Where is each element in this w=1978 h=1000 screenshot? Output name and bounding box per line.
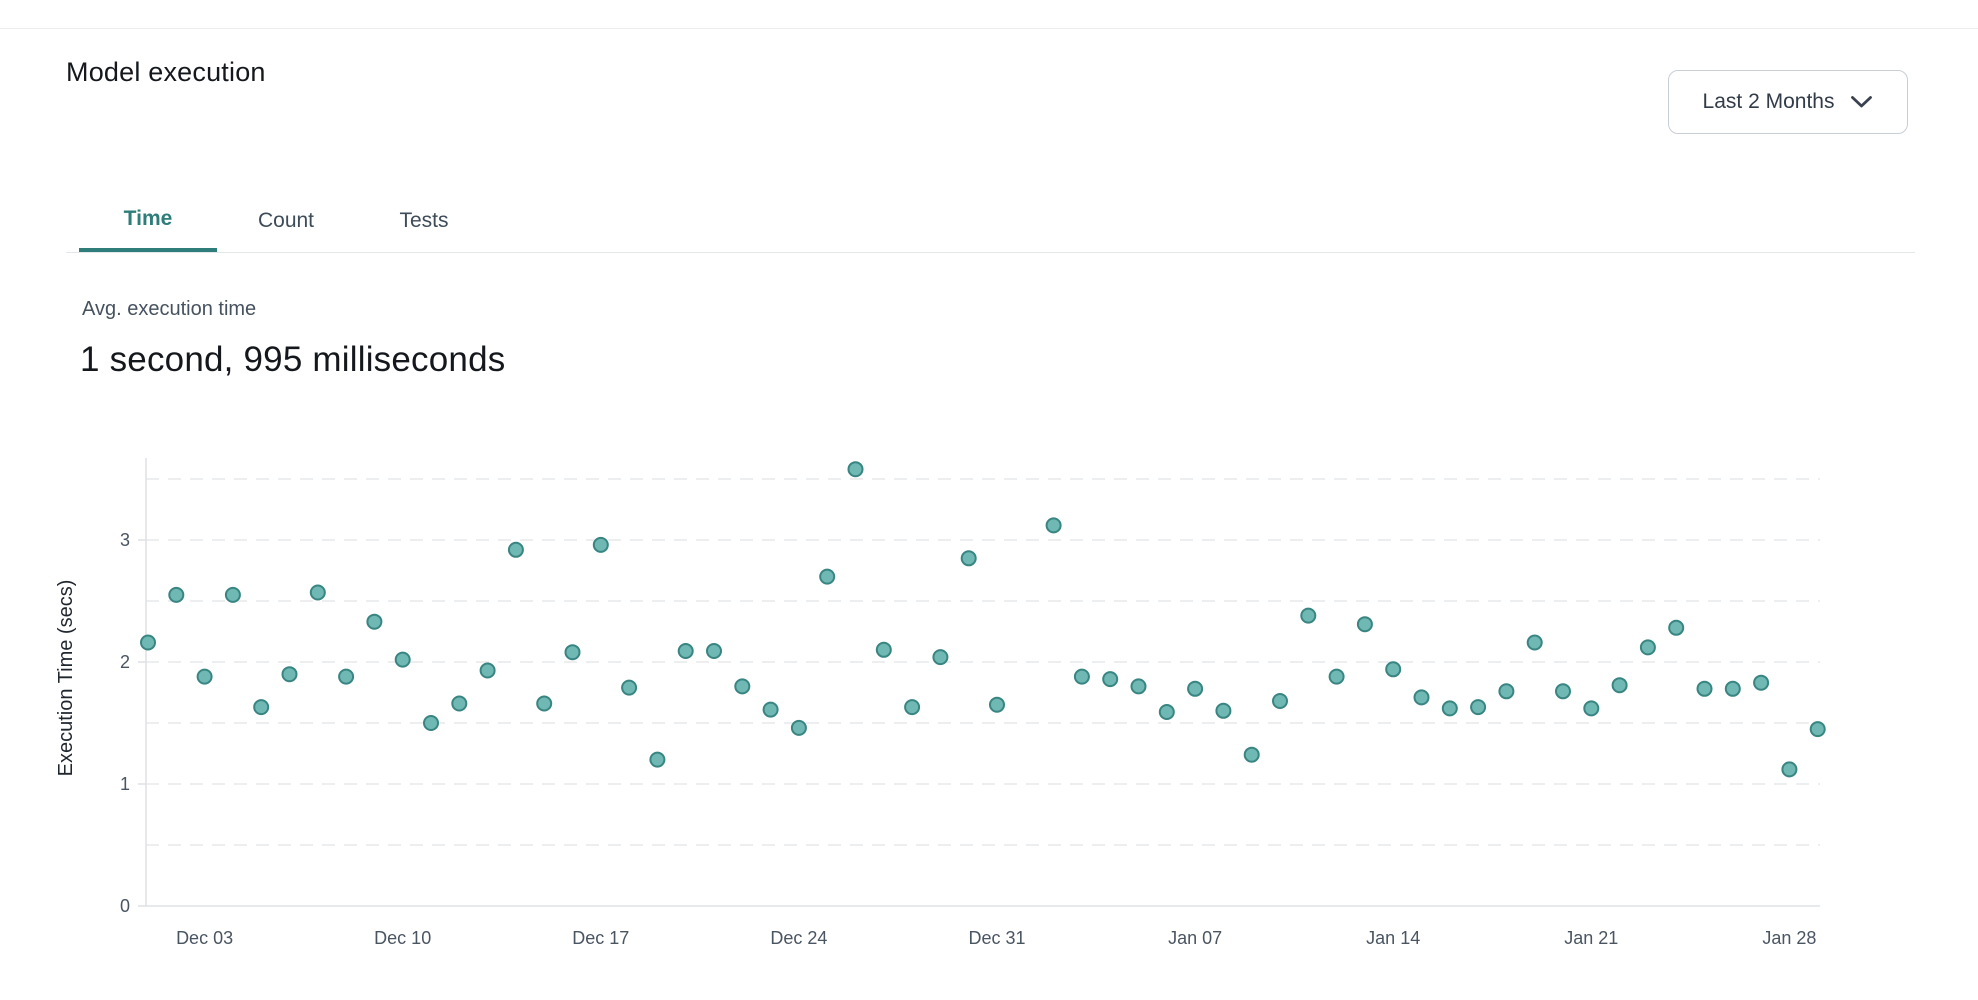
- scatter-point[interactable]: [1555, 683, 1571, 700]
- scatter-point[interactable]: [507, 541, 524, 558]
- scatter-point[interactable]: [1300, 607, 1317, 624]
- scatter-point[interactable]: [592, 536, 609, 553]
- scatter-point[interactable]: [366, 613, 383, 630]
- scatter-point[interactable]: [1441, 700, 1458, 717]
- x-tick-label: Jan 28: [1762, 928, 1816, 948]
- y-tick-label: 2: [120, 652, 130, 672]
- scatter-point[interactable]: [790, 719, 807, 736]
- x-tick-label: Dec 03: [176, 928, 233, 948]
- scatter-point[interactable]: [819, 568, 836, 585]
- scatter-point[interactable]: [168, 586, 185, 603]
- scatter-point[interactable]: [677, 643, 694, 659]
- scatter-point[interactable]: [989, 696, 1005, 713]
- y-axis-title: Execution Time (secs): [55, 580, 77, 777]
- scatter-point[interactable]: [621, 679, 638, 696]
- x-tick-label: Dec 31: [968, 928, 1025, 948]
- scatter-point[interactable]: [1696, 680, 1713, 697]
- scatter-point[interactable]: [338, 668, 355, 685]
- execution-time-scatter-chart: 0 1 2 3 Dec 03 Dec 10 Dec 17 Dec 24 Dec 31 Jan 07…: [0, 430, 1978, 975]
- tabs-bar: Time Count Tests: [66, 190, 1915, 253]
- scatter-point[interactable]: [1470, 699, 1487, 716]
- x-tick-label: Jan 07: [1168, 928, 1222, 948]
- scatter-point[interactable]: [196, 668, 213, 685]
- scatter-point[interactable]: [1272, 693, 1288, 709]
- scatter-point[interactable]: [847, 461, 864, 478]
- scatter-point[interactable]: [1809, 721, 1826, 738]
- scatter-plot-svg: 0 1 2 3 Dec 03 Dec 10 Dec 17 Dec 24 Dec 31 Jan 07…: [55, 458, 1826, 948]
- date-range-dropdown[interactable]: Last 2 Months: [1668, 70, 1908, 134]
- tab-time[interactable]: Time: [79, 190, 217, 252]
- scatter-point[interactable]: [1413, 689, 1430, 706]
- scatter-point[interactable]: [564, 644, 581, 661]
- scatter-point[interactable]: [1781, 761, 1798, 778]
- scatter-point[interactable]: [309, 584, 326, 601]
- top-divider: [0, 28, 1978, 29]
- scatter-point[interactable]: [253, 699, 270, 716]
- scatter-point[interactable]: [904, 699, 921, 716]
- scatter-point[interactable]: [1498, 683, 1515, 700]
- scatter-point[interactable]: [1243, 746, 1260, 763]
- tab-tests[interactable]: Tests: [399, 209, 449, 232]
- scatter-point[interactable]: [394, 651, 411, 668]
- scatter-point[interactable]: [1102, 671, 1119, 688]
- scatter-point[interactable]: [1045, 517, 1062, 534]
- scatter-point[interactable]: [423, 715, 439, 731]
- page-title: Model execution: [66, 57, 266, 87]
- avg-execution-time-label: Avg. execution time: [82, 298, 257, 320]
- scatter-point[interactable]: [536, 695, 553, 712]
- scatter-point[interactable]: [875, 641, 892, 658]
- scatter-point[interactable]: [1158, 704, 1175, 720]
- scatter-point[interactable]: [1130, 678, 1147, 695]
- scatter-point[interactable]: [960, 550, 977, 567]
- scatter-point[interactable]: [1724, 680, 1741, 697]
- scatter-point[interactable]: [140, 634, 156, 651]
- scatter-point[interactable]: [1583, 700, 1600, 717]
- scatter-point[interactable]: [1073, 668, 1090, 685]
- scatter-point[interactable]: [1753, 674, 1770, 691]
- scatter-point[interactable]: [1639, 639, 1656, 656]
- scatter-point[interactable]: [734, 678, 751, 695]
- y-tick-label: 3: [120, 530, 130, 550]
- scatter-point[interactable]: [224, 586, 241, 603]
- scatter-point[interactable]: [932, 649, 949, 666]
- tab-count[interactable]: Count: [257, 209, 315, 232]
- scatter-point[interactable]: [1526, 634, 1543, 651]
- scatter-point[interactable]: [1668, 619, 1685, 636]
- x-tick-label: Jan 14: [1366, 928, 1420, 948]
- scatter-point[interactable]: [1215, 702, 1232, 719]
- y-tick-label: 0: [120, 896, 130, 916]
- scatter-point[interactable]: [762, 701, 779, 718]
- y-tick-label: 1: [120, 774, 130, 794]
- x-tick-label: Dec 24: [770, 928, 827, 948]
- x-tick-label: Jan 21: [1564, 928, 1618, 948]
- scatter-point[interactable]: [1356, 616, 1373, 633]
- scatter-point[interactable]: [1385, 661, 1402, 678]
- scatter-point[interactable]: [1187, 680, 1204, 697]
- chevron-down-icon: [1850, 95, 1873, 109]
- scatter-point[interactable]: [649, 751, 666, 768]
- scatter-point[interactable]: [479, 662, 496, 679]
- x-tick-label: Dec 10: [374, 928, 431, 948]
- scatter-point[interactable]: [281, 666, 298, 683]
- x-tick-label: Dec 17: [572, 928, 629, 948]
- scatter-point[interactable]: [451, 695, 468, 712]
- avg-execution-time-value: 1 second, 995 milliseconds: [80, 340, 506, 379]
- date-range-label: Last 2 Months: [1702, 90, 1835, 113]
- scatter-point[interactable]: [1328, 668, 1345, 685]
- scatter-point[interactable]: [1611, 677, 1628, 694]
- scatter-point[interactable]: [706, 643, 722, 659]
